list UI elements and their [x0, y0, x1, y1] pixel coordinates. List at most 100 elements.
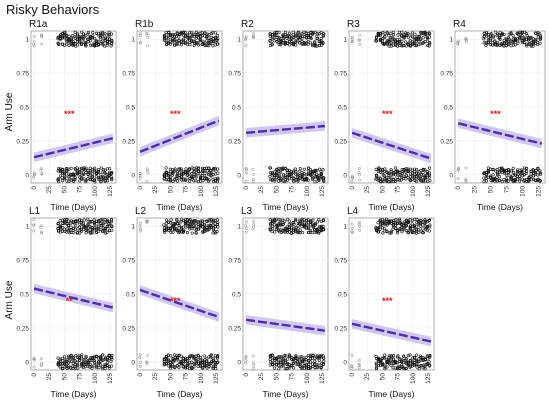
data-point	[67, 364, 71, 368]
data-point	[358, 363, 361, 367]
data-point	[80, 30, 84, 34]
data-point	[275, 33, 279, 38]
data-point	[84, 362, 88, 366]
data-point	[520, 30, 524, 34]
data-point	[410, 171, 415, 175]
data-point	[518, 36, 522, 40]
data-point	[275, 176, 279, 180]
data-point	[74, 224, 78, 228]
data-point	[63, 43, 67, 47]
x-tick-label: 125	[319, 373, 326, 384]
data-point	[39, 363, 43, 367]
data-point	[404, 366, 408, 370]
data-point	[376, 221, 380, 225]
data-point	[525, 34, 529, 38]
data-point	[190, 366, 194, 371]
data-point	[488, 38, 492, 42]
data-point	[252, 32, 255, 36]
data-point	[300, 176, 305, 180]
fit-line	[457, 122, 543, 145]
data-point	[79, 229, 84, 233]
data-point	[380, 39, 384, 43]
data-point	[306, 169, 311, 173]
data-point	[406, 231, 411, 235]
data-point	[184, 366, 188, 370]
data-point	[138, 221, 142, 225]
data-point	[244, 38, 248, 42]
data-point	[56, 178, 60, 182]
y-tick-label: 0.75	[334, 71, 347, 78]
data-point	[179, 167, 183, 171]
data-point	[63, 229, 67, 233]
data-point	[138, 176, 142, 180]
x-tick-label: 75	[183, 186, 190, 194]
data-point	[313, 168, 317, 172]
data-point	[107, 173, 111, 177]
data-point	[358, 42, 362, 46]
data-point	[211, 226, 215, 230]
data-point	[78, 231, 82, 235]
data-point	[423, 367, 427, 371]
data-point	[296, 221, 300, 225]
data-point	[56, 222, 60, 226]
y-tick-label: 1	[131, 37, 135, 44]
data-point	[283, 219, 287, 223]
data-point	[97, 176, 101, 180]
data-point	[383, 169, 387, 173]
data-point	[91, 34, 95, 38]
panel-title: L4	[347, 206, 359, 217]
data-point	[244, 43, 248, 47]
data-point	[99, 218, 103, 222]
data-point	[194, 32, 198, 36]
data-point	[108, 228, 112, 233]
data-point	[58, 169, 62, 174]
data-point	[197, 169, 201, 173]
x-tick-label: 0	[137, 186, 144, 190]
data-point	[287, 219, 291, 223]
data-point	[485, 172, 489, 177]
data-point	[80, 37, 84, 41]
data-point	[464, 166, 468, 170]
data-point	[522, 40, 526, 44]
data-point	[92, 218, 96, 222]
data-point	[173, 366, 177, 370]
data-point	[277, 30, 281, 34]
data-point	[200, 166, 205, 170]
data-point	[306, 218, 310, 222]
data-point	[506, 35, 511, 40]
data-point	[109, 172, 113, 176]
data-point	[387, 34, 391, 38]
data-point	[201, 39, 205, 43]
x-tick-label: 25	[258, 186, 265, 194]
data-point	[497, 178, 501, 182]
data-point	[139, 41, 142, 44]
y-tick-label: 0.75	[122, 258, 135, 265]
data-point	[203, 41, 207, 45]
data-point	[271, 226, 275, 231]
data-point	[244, 230, 248, 234]
data-point	[93, 180, 97, 184]
data-point	[417, 176, 421, 180]
data-point	[209, 169, 213, 173]
data-point	[93, 166, 97, 170]
data-point	[77, 356, 81, 360]
data-point	[404, 177, 408, 181]
data-point	[396, 44, 400, 48]
data-point	[406, 354, 410, 358]
x-tick-label: 75	[77, 186, 84, 194]
data-point	[138, 224, 142, 228]
panel-title: R3	[347, 19, 360, 30]
data-point	[527, 176, 531, 180]
x-tick-label: 75	[503, 186, 510, 194]
data-point	[400, 43, 404, 47]
data-point	[80, 353, 84, 357]
data-point	[505, 177, 509, 181]
data-point	[199, 176, 203, 180]
data-point	[32, 229, 36, 233]
data-point	[515, 174, 520, 178]
data-point	[82, 40, 86, 44]
data-point	[184, 356, 188, 360]
data-point	[300, 217, 304, 221]
data-point	[78, 225, 82, 229]
data-point	[192, 365, 196, 369]
